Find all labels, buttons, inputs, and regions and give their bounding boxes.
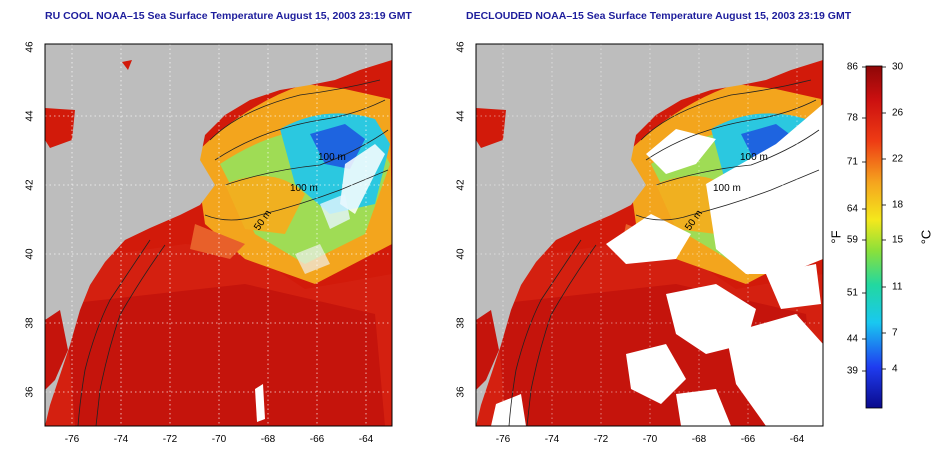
left-ocean — [45, 84, 392, 426]
celsius-tick: 30 — [892, 61, 904, 73]
lat-tick-label: 44 — [24, 110, 36, 122]
lon-tick-label: -72 — [593, 434, 609, 445]
fahrenheit-tick: 86 — [846, 61, 858, 73]
lat-tick-label: 38 — [24, 317, 36, 329]
lon-tick-label: -76 — [495, 434, 511, 445]
colorbar — [865, 65, 883, 409]
celsius-tick: 22 — [892, 153, 904, 165]
lon-tick-label: -66 — [740, 434, 756, 445]
lon-tick-label: -74 — [544, 434, 560, 445]
right-depth-contours — [508, 79, 820, 426]
lat-tick-label: 40 — [455, 248, 467, 260]
lon-tick-label: -68 — [260, 434, 276, 445]
celsius-tick: 18 — [892, 199, 904, 211]
left-map — [44, 43, 393, 427]
contour-label: 100 m — [318, 152, 346, 163]
contour-label: 100 m — [713, 183, 741, 194]
contour-label: 100 m — [740, 152, 768, 163]
lat-tick-label: 42 — [24, 179, 36, 191]
left-land — [45, 44, 392, 426]
fahrenheit-tick: 59 — [846, 234, 858, 246]
left-map-title: RU COOL NOAA–15 Sea Surface Temperature … — [45, 10, 412, 22]
lon-tick-label: -64 — [358, 434, 374, 445]
right-map — [475, 43, 824, 427]
fahrenheit-tick: 39 — [846, 365, 858, 377]
lon-tick-label: -74 — [113, 434, 129, 445]
lon-tick-label: -72 — [162, 434, 178, 445]
celsius-tick: 15 — [892, 234, 904, 246]
lon-tick-label: -76 — [64, 434, 80, 445]
fahrenheit-tick: 44 — [846, 333, 858, 345]
right-map-title: DECLOUDED NOAA–15 Sea Surface Temperatur… — [466, 10, 852, 22]
lat-tick-label: 46 — [24, 41, 36, 53]
celsius-tick: 26 — [892, 107, 904, 119]
right-land — [476, 44, 823, 426]
celsius-tick: 4 — [892, 363, 898, 375]
lon-tick-label: -66 — [309, 434, 325, 445]
lon-tick-label: -64 — [789, 434, 805, 445]
fahrenheit-tick: 71 — [846, 156, 858, 168]
lat-tick-label: 38 — [455, 317, 467, 329]
left-depth-contours — [77, 79, 389, 426]
lon-tick-label: -70 — [211, 434, 227, 445]
lat-tick-label: 40 — [24, 248, 36, 260]
fahrenheit-unit-label: °F — [828, 230, 844, 244]
right-ocean — [476, 84, 823, 426]
celsius-tick: 7 — [892, 327, 898, 339]
fahrenheit-tick: 51 — [846, 287, 858, 299]
lat-tick-label: 36 — [24, 386, 36, 398]
lat-tick-label: 44 — [455, 110, 467, 122]
celsius-tick: 11 — [892, 281, 903, 293]
lat-tick-label: 36 — [455, 386, 467, 398]
lon-tick-label: -70 — [642, 434, 658, 445]
lat-tick-label: 46 — [455, 41, 467, 53]
fahrenheit-tick: 64 — [846, 203, 858, 215]
contour-label: 100 m — [290, 183, 318, 194]
lon-tick-label: -68 — [691, 434, 707, 445]
lat-tick-label: 42 — [455, 179, 467, 191]
fahrenheit-tick: 78 — [846, 112, 858, 124]
celsius-unit-label: °C — [918, 229, 934, 245]
